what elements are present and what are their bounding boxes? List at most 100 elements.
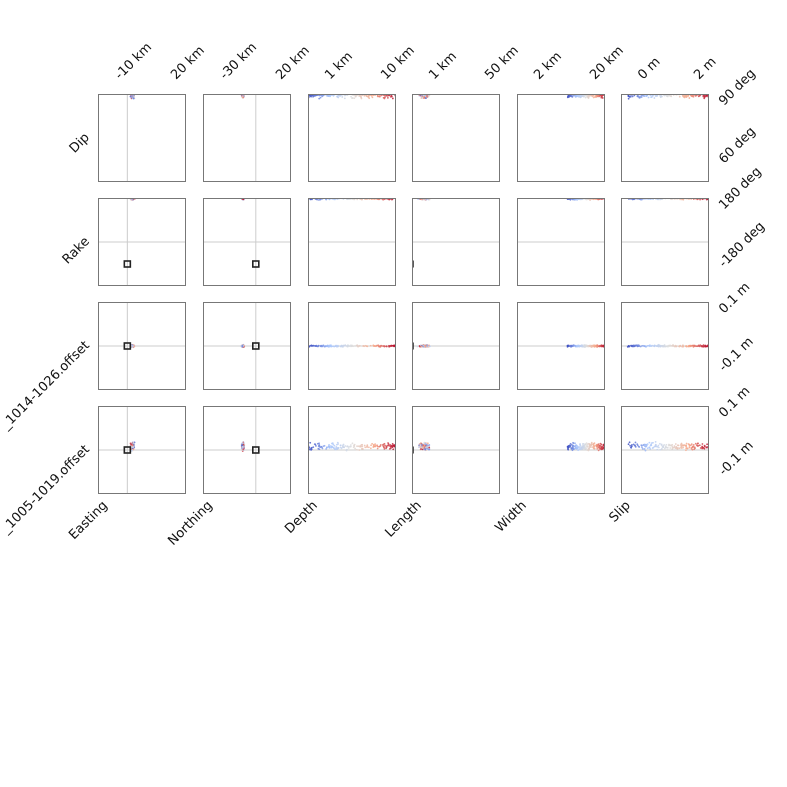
sample-point: [349, 444, 352, 446]
sample-point: [585, 444, 588, 446]
sample-point: [589, 443, 591, 446]
sample-point: [678, 447, 681, 450]
sample-point: [697, 444, 700, 447]
sample-point: [640, 96, 643, 99]
sample-point: [600, 96, 603, 99]
top-tick-label: 0 m: [635, 54, 663, 82]
sample-point: [363, 345, 366, 348]
sample-point: [702, 344, 705, 347]
sample-point: [376, 344, 379, 347]
sample-point: [370, 94, 373, 97]
sample-point: [318, 448, 321, 451]
sample-point: [691, 95, 694, 98]
panel-dip-vs-width: [517, 94, 605, 182]
column-labels: Easting Northing Depth Length Width Slip: [66, 498, 634, 549]
sample-point: [630, 443, 633, 446]
sample-point: [641, 446, 643, 449]
panel-1005-1019-offset-vs-northing: [203, 406, 291, 494]
sample-point: [367, 95, 370, 98]
reference-marker: [123, 342, 132, 350]
sample-point: [130, 95, 133, 97]
top-tick-label: 10 km: [378, 43, 418, 83]
scatter-points: [418, 441, 431, 452]
sample-point: [645, 345, 647, 348]
sample-point: [691, 448, 694, 451]
sample-point: [382, 345, 385, 347]
reference-marker: [123, 260, 132, 268]
panel-1014-1026-offset-vs-slip: [621, 302, 709, 390]
sample-point: [312, 446, 315, 449]
sample-point: [378, 345, 381, 348]
sample-point: [323, 345, 326, 348]
sample-point: [391, 344, 394, 347]
sample-point: [320, 445, 323, 448]
panel-background: [203, 94, 291, 182]
sample-point: [383, 448, 386, 450]
panel-rake-vs-slip: [621, 198, 709, 286]
sample-point: [567, 448, 570, 451]
sample-point: [566, 344, 569, 347]
sample-point: [325, 446, 328, 449]
sample-point: [645, 94, 648, 97]
panel-frame: [517, 94, 605, 182]
sample-point: [344, 445, 347, 447]
panel-dip-vs-northing: [203, 94, 291, 182]
sample-point: [640, 444, 643, 447]
sample-point: [647, 96, 650, 99]
sample-point: [571, 449, 574, 452]
column-label-easting: Easting: [66, 498, 111, 543]
sample-point: [326, 344, 329, 347]
sample-point: [366, 446, 368, 448]
sample-point: [376, 447, 379, 450]
sample-point: [644, 449, 647, 452]
sample-point: [372, 446, 375, 448]
sample-point: [685, 442, 688, 445]
panel-frame: [203, 302, 291, 390]
sample-point: [580, 446, 583, 449]
sample-point: [333, 345, 336, 348]
column-label-slip: Slip: [606, 498, 633, 525]
sample-point: [687, 95, 689, 97]
sample-point: [596, 344, 599, 347]
sample-point: [654, 443, 657, 446]
sample-point: [319, 345, 322, 348]
sample-point: [653, 345, 656, 348]
sample-point: [699, 198, 701, 201]
sample-point: [423, 441, 426, 444]
sample-point: [598, 345, 601, 348]
sample-point: [334, 448, 337, 451]
sample-point: [328, 344, 331, 347]
sample-point: [688, 445, 691, 447]
sample-point: [387, 444, 390, 447]
panel-frame: [412, 302, 500, 390]
sample-point: [428, 444, 431, 446]
sample-point: [369, 344, 372, 347]
sample-point: [630, 345, 633, 348]
sample-point: [659, 442, 661, 445]
sample-point: [669, 447, 672, 449]
sample-point: [342, 443, 345, 446]
sample-point: [355, 448, 358, 451]
sample-point: [577, 449, 580, 452]
sample-point: [659, 198, 661, 201]
sample-point: [383, 442, 386, 445]
sample-point: [426, 444, 429, 447]
sample-point: [659, 448, 662, 451]
sample-point: [594, 345, 597, 348]
sample-point: [684, 95, 687, 98]
right-tick-label: 90 deg: [716, 66, 759, 109]
panel-frame: [517, 302, 605, 390]
sample-point: [350, 95, 352, 98]
sample-point: [592, 442, 595, 445]
sample-point: [688, 97, 691, 99]
panel-1005-1019-offset-vs-depth: [308, 406, 396, 494]
right-tick-label: 0.1 m: [716, 280, 753, 317]
sample-point: [390, 94, 393, 97]
panel-frame: [412, 94, 500, 182]
top-tick-label: -30 km: [217, 40, 260, 83]
sample-point: [577, 446, 580, 449]
sample-point: [667, 345, 669, 348]
sample-point: [596, 447, 599, 450]
panel-frame: [308, 198, 396, 286]
panel-1014-1026-offset-vs-northing: [203, 302, 291, 390]
